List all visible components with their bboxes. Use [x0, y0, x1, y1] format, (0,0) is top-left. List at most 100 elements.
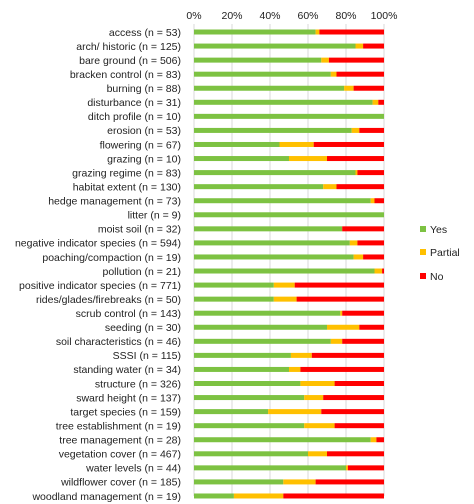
bar-segment-partial [289, 366, 301, 372]
bar-segment-partial [273, 296, 297, 302]
bar-segment-no [374, 198, 384, 204]
category-label: woodland management (n = 19) [31, 491, 181, 503]
bar-segment-no [328, 57, 384, 63]
bar-segment-partial [370, 437, 377, 443]
x-tick-label: 80% [335, 10, 356, 22]
x-tick-label: 60% [297, 10, 318, 22]
bar-segment-yes [194, 71, 331, 77]
category-label: burning (n = 88) [107, 83, 181, 95]
category-label: water levels (n = 44) [85, 463, 181, 475]
bar-segment-no [363, 43, 384, 49]
x-tick-label: 40% [259, 10, 280, 22]
legend-label-yes: Yes [430, 224, 447, 236]
category-label: bracken control (n = 83) [70, 69, 181, 81]
bar-segment-yes [194, 198, 371, 204]
bar-segment-yes [194, 310, 341, 316]
bar-segment-yes [194, 493, 234, 499]
bar-segment-no [378, 99, 384, 105]
bar-segment-partial [327, 324, 360, 330]
bar-segment-yes [194, 479, 284, 485]
bar-segment-no [296, 296, 384, 302]
x-tick-label: 0% [186, 10, 201, 22]
bar-segment-no [311, 352, 384, 358]
bar-segment-partial [300, 381, 335, 386]
bar-segment-no [327, 156, 384, 162]
bar-segment-partial [290, 352, 312, 358]
bar-segment-no [347, 465, 384, 471]
bar-segment-partial [321, 57, 329, 63]
bar-segment-yes [194, 381, 301, 386]
bar-segment-yes [194, 240, 350, 246]
bar-segment-partial [304, 395, 324, 401]
bar-segment-yes [194, 29, 316, 35]
bar-segment-partial [346, 465, 348, 471]
bar-segment-yes [194, 465, 346, 471]
category-label: poaching/compaction (n = 19) [42, 252, 181, 264]
bar-segment-no [357, 170, 384, 176]
category-label: vegetation cover (n = 467) [59, 449, 181, 461]
bar-segment-no [336, 184, 384, 190]
category-labels: access (n = 53) arch/ historic (n = 125) b… [15, 27, 181, 503]
bar-segment-yes [194, 366, 289, 372]
bar-segment-yes [194, 212, 384, 218]
bar-segment-no [300, 366, 384, 372]
bar-segment-yes [194, 423, 305, 429]
category-label: access (n = 53) [109, 27, 181, 39]
category-label: target species (n = 159) [70, 406, 181, 418]
bar-segment-no [353, 85, 384, 91]
bar-segment-no [283, 493, 384, 499]
category-label: habitat extent (n = 130) [73, 181, 181, 193]
bar-segment-no [327, 451, 384, 457]
bar-segment-partial [370, 198, 375, 204]
bar-segment-yes [194, 395, 305, 401]
bar-segment-no [334, 381, 384, 386]
bar-segment-yes [194, 170, 356, 176]
x-axis-ticks: 0% 20% 40% 60% 80% 100% [186, 10, 397, 22]
bar-segment-no [359, 324, 384, 330]
category-label: ditch profile (n = 10) [88, 111, 181, 123]
bar-segment-partial [355, 170, 358, 176]
bar-segment-no [321, 409, 384, 415]
category-label: erosion (n = 53) [107, 125, 181, 137]
bar-segment-partial [308, 451, 327, 457]
category-label: standing water (n = 34) [73, 364, 181, 376]
bar-segment-no [342, 226, 384, 232]
bar-segment-no [313, 141, 384, 147]
bar-segment-yes [194, 254, 354, 260]
bar-segment-no [359, 127, 384, 133]
bar-segment-yes [194, 324, 327, 330]
bar-segment-partial [372, 99, 379, 105]
category-label: bare ground (n = 506) [79, 55, 181, 67]
bar-segment-no [342, 338, 384, 344]
bar-segment-partial [289, 156, 327, 162]
category-label: negative indicator species (n = 594) [15, 238, 181, 250]
category-label: soil characteristics (n = 46) [56, 336, 181, 348]
bar-segment-partial [351, 127, 360, 133]
bar-segment-no [376, 437, 384, 443]
bar-segment-no [342, 310, 384, 316]
bar-segment-no [382, 268, 384, 274]
bar-segment-no [336, 71, 384, 77]
x-tick-label: 20% [221, 10, 242, 22]
bar-segment-yes [194, 184, 324, 190]
bar-segment-yes [194, 113, 384, 119]
bar-segment-yes [194, 282, 274, 288]
bar-segment-yes [194, 156, 289, 162]
bar-segment-partial [374, 268, 383, 274]
category-label: scrub control (n = 143) [76, 308, 181, 320]
legend-label-partial: Partial [430, 247, 460, 259]
bar-segment-partial [344, 85, 354, 91]
bar-segment-partial [330, 338, 343, 344]
bar-segment-partial [304, 423, 335, 429]
bar-segment-yes [194, 141, 280, 147]
category-label: hedge management (n = 73) [48, 196, 181, 208]
category-label: flowering (n = 67) [100, 139, 181, 151]
legend-swatch-yes [420, 226, 426, 232]
bar-segment-partial [233, 493, 284, 499]
bar-segment-yes [194, 437, 371, 443]
bar-segment-yes [194, 99, 373, 105]
category-label: grazing regime (n = 83) [72, 167, 181, 179]
bar-segment-partial [353, 254, 364, 260]
